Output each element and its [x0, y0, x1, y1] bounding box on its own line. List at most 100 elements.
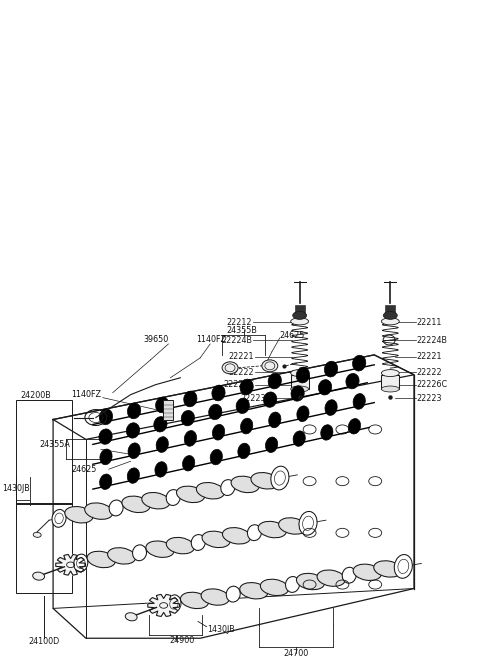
Text: 22221: 22221 [417, 352, 442, 362]
Ellipse shape [100, 474, 112, 490]
Ellipse shape [297, 406, 309, 421]
Bar [16, 400, 72, 504]
Ellipse shape [181, 411, 194, 426]
Ellipse shape [177, 486, 204, 502]
Ellipse shape [100, 449, 112, 465]
Text: 22222: 22222 [228, 368, 254, 377]
Ellipse shape [382, 370, 399, 377]
Ellipse shape [293, 431, 305, 446]
Ellipse shape [210, 450, 222, 465]
Ellipse shape [278, 518, 307, 534]
Ellipse shape [213, 424, 225, 440]
Ellipse shape [65, 507, 93, 523]
Ellipse shape [247, 525, 262, 541]
Bar [16, 503, 72, 593]
Text: 24200B: 24200B [21, 391, 52, 400]
Ellipse shape [132, 545, 146, 561]
Text: 24100D: 24100D [29, 637, 60, 646]
Ellipse shape [394, 555, 412, 578]
Ellipse shape [128, 403, 141, 419]
Ellipse shape [321, 425, 333, 440]
Ellipse shape [184, 391, 197, 407]
Text: 22222: 22222 [417, 368, 442, 377]
Ellipse shape [236, 398, 249, 413]
Ellipse shape [146, 541, 174, 557]
Ellipse shape [342, 567, 356, 583]
Polygon shape [56, 555, 85, 575]
Ellipse shape [348, 419, 360, 434]
Ellipse shape [142, 492, 170, 509]
Ellipse shape [166, 537, 194, 554]
Ellipse shape [325, 400, 337, 415]
Ellipse shape [99, 429, 112, 444]
Ellipse shape [182, 456, 195, 471]
Ellipse shape [108, 547, 136, 564]
Ellipse shape [191, 535, 205, 551]
Ellipse shape [154, 417, 167, 432]
Ellipse shape [125, 613, 137, 621]
Text: 24700: 24700 [284, 649, 309, 658]
Ellipse shape [265, 437, 277, 452]
Ellipse shape [74, 554, 88, 572]
Ellipse shape [99, 409, 113, 425]
Ellipse shape [240, 379, 253, 395]
Text: 22224B: 22224B [417, 336, 447, 345]
Ellipse shape [156, 397, 169, 413]
Text: 39650: 39650 [143, 336, 168, 344]
Ellipse shape [212, 385, 225, 401]
Text: 22212: 22212 [227, 318, 252, 327]
Text: 1140FZ: 1140FZ [196, 336, 226, 344]
Ellipse shape [127, 468, 140, 483]
Ellipse shape [269, 412, 281, 427]
Ellipse shape [33, 533, 41, 537]
Ellipse shape [202, 531, 230, 547]
Ellipse shape [238, 444, 250, 459]
Ellipse shape [296, 367, 310, 383]
Bar [385, 306, 396, 316]
Ellipse shape [258, 521, 287, 538]
Ellipse shape [291, 370, 309, 377]
Ellipse shape [374, 561, 402, 577]
Ellipse shape [291, 386, 309, 392]
Text: 22226C: 22226C [417, 381, 448, 389]
Ellipse shape [231, 476, 259, 492]
Ellipse shape [184, 431, 196, 446]
Text: 1430JB: 1430JB [207, 625, 235, 634]
Ellipse shape [384, 312, 397, 320]
Ellipse shape [226, 586, 240, 602]
Ellipse shape [324, 361, 337, 377]
Ellipse shape [291, 318, 309, 325]
Ellipse shape [299, 511, 317, 535]
Text: 22223: 22223 [241, 394, 266, 403]
Bar [164, 399, 173, 419]
Text: 24625: 24625 [280, 330, 305, 340]
Ellipse shape [201, 589, 229, 605]
Ellipse shape [122, 496, 150, 513]
Ellipse shape [353, 564, 381, 580]
Text: 24355B: 24355B [227, 326, 257, 334]
Ellipse shape [260, 580, 288, 596]
Ellipse shape [126, 423, 140, 438]
Text: 22224B: 22224B [221, 336, 252, 345]
Bar [295, 306, 305, 316]
Ellipse shape [209, 404, 222, 419]
Ellipse shape [251, 472, 279, 489]
Text: 24355A: 24355A [39, 440, 70, 449]
Ellipse shape [291, 386, 304, 401]
Ellipse shape [346, 373, 359, 389]
Ellipse shape [84, 503, 113, 519]
Text: 24900: 24900 [169, 636, 194, 645]
Ellipse shape [180, 592, 209, 608]
Ellipse shape [271, 466, 289, 490]
Text: 22221: 22221 [229, 352, 254, 362]
Ellipse shape [318, 380, 332, 395]
Ellipse shape [196, 482, 225, 499]
Text: 24625: 24625 [71, 465, 96, 474]
Ellipse shape [166, 490, 180, 505]
Ellipse shape [52, 509, 66, 527]
Ellipse shape [317, 570, 345, 586]
Ellipse shape [109, 500, 123, 516]
Ellipse shape [353, 393, 365, 409]
Ellipse shape [262, 360, 278, 372]
Ellipse shape [222, 527, 251, 544]
